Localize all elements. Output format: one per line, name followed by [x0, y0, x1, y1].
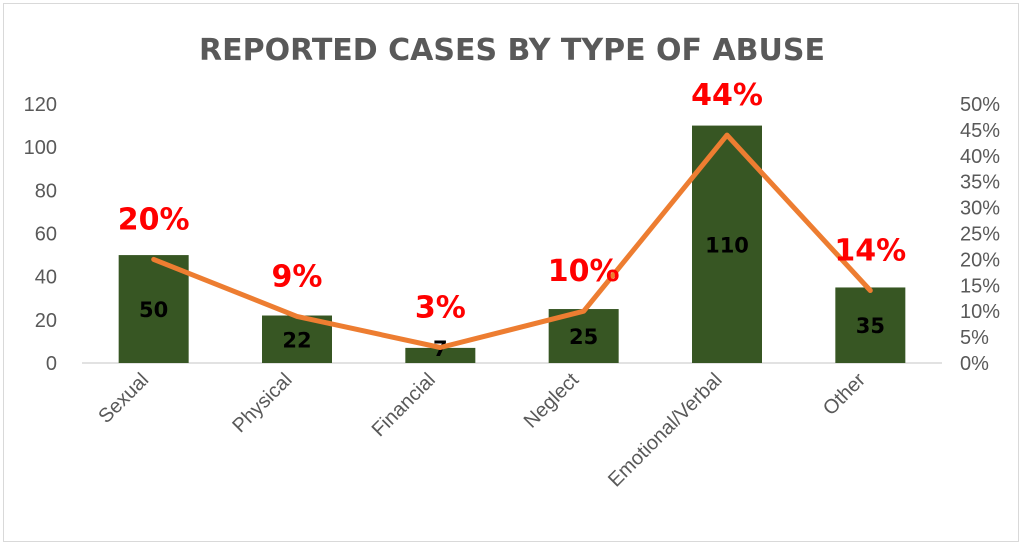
- left-tick-label: 0: [46, 353, 57, 375]
- left-tick-label: 20: [35, 310, 57, 332]
- bar-value-label: 25: [569, 325, 598, 349]
- right-tick-label: 5%: [960, 327, 989, 349]
- right-tick-label: 15%: [960, 275, 1000, 297]
- chart-title: REPORTED CASES BY TYPE OF ABUSE: [199, 33, 825, 68]
- right-axis: 0% 5% 10% 15% 20% 25% 30% 35% 40% 45% 50%: [960, 94, 1000, 375]
- line-value-label: 10%: [548, 254, 620, 289]
- bar: [835, 287, 906, 363]
- left-tick-label: 100: [24, 137, 57, 159]
- category-label: Other: [819, 369, 870, 420]
- right-tick-label: 45%: [960, 120, 1000, 142]
- line-series: [151, 132, 873, 350]
- right-tick-label: 20%: [960, 249, 1000, 271]
- category-label: Sexual: [94, 369, 153, 428]
- bar-value-label: 110: [705, 233, 749, 257]
- line-data-labels: 20% 9% 3% 10% 44% 14%: [118, 78, 906, 325]
- line-path: [151, 132, 873, 350]
- left-axis: 0 20 40 60 80 100 120: [24, 94, 57, 375]
- right-tick-label: 25%: [960, 224, 1000, 246]
- line-value-label: 3%: [415, 290, 466, 325]
- category-axis: Sexual Physical Financial Neglect Emotional/…: [94, 369, 870, 492]
- right-tick-label: 35%: [960, 172, 1000, 194]
- right-tick-label: 10%: [960, 301, 1000, 323]
- bar-value-label: 35: [856, 314, 885, 338]
- category-label: Physical: [228, 369, 296, 437]
- bar-series: [118, 125, 906, 363]
- category-label: Financial: [368, 369, 440, 441]
- right-tick-label: 0%: [960, 353, 989, 375]
- line-value-label: 9%: [272, 259, 323, 294]
- line-value-label: 14%: [834, 233, 906, 268]
- left-tick-label: 40: [35, 267, 57, 289]
- bar: [118, 255, 189, 363]
- bar: [405, 347, 476, 363]
- line-value-label: 20%: [118, 202, 190, 237]
- right-tick-label: 40%: [960, 146, 1000, 168]
- left-tick-label: 80: [35, 180, 57, 202]
- category-label: Emotional/Verbal: [604, 369, 726, 491]
- left-tick-label: 60: [35, 224, 57, 246]
- category-label: Neglect: [520, 369, 584, 433]
- right-tick-label: 30%: [960, 198, 1000, 220]
- line-value-label: 44%: [691, 78, 763, 113]
- bar-value-label: 50: [139, 298, 168, 322]
- right-tick-label: 50%: [960, 94, 1000, 116]
- left-tick-label: 120: [24, 94, 57, 116]
- bar-value-label: 22: [282, 328, 311, 352]
